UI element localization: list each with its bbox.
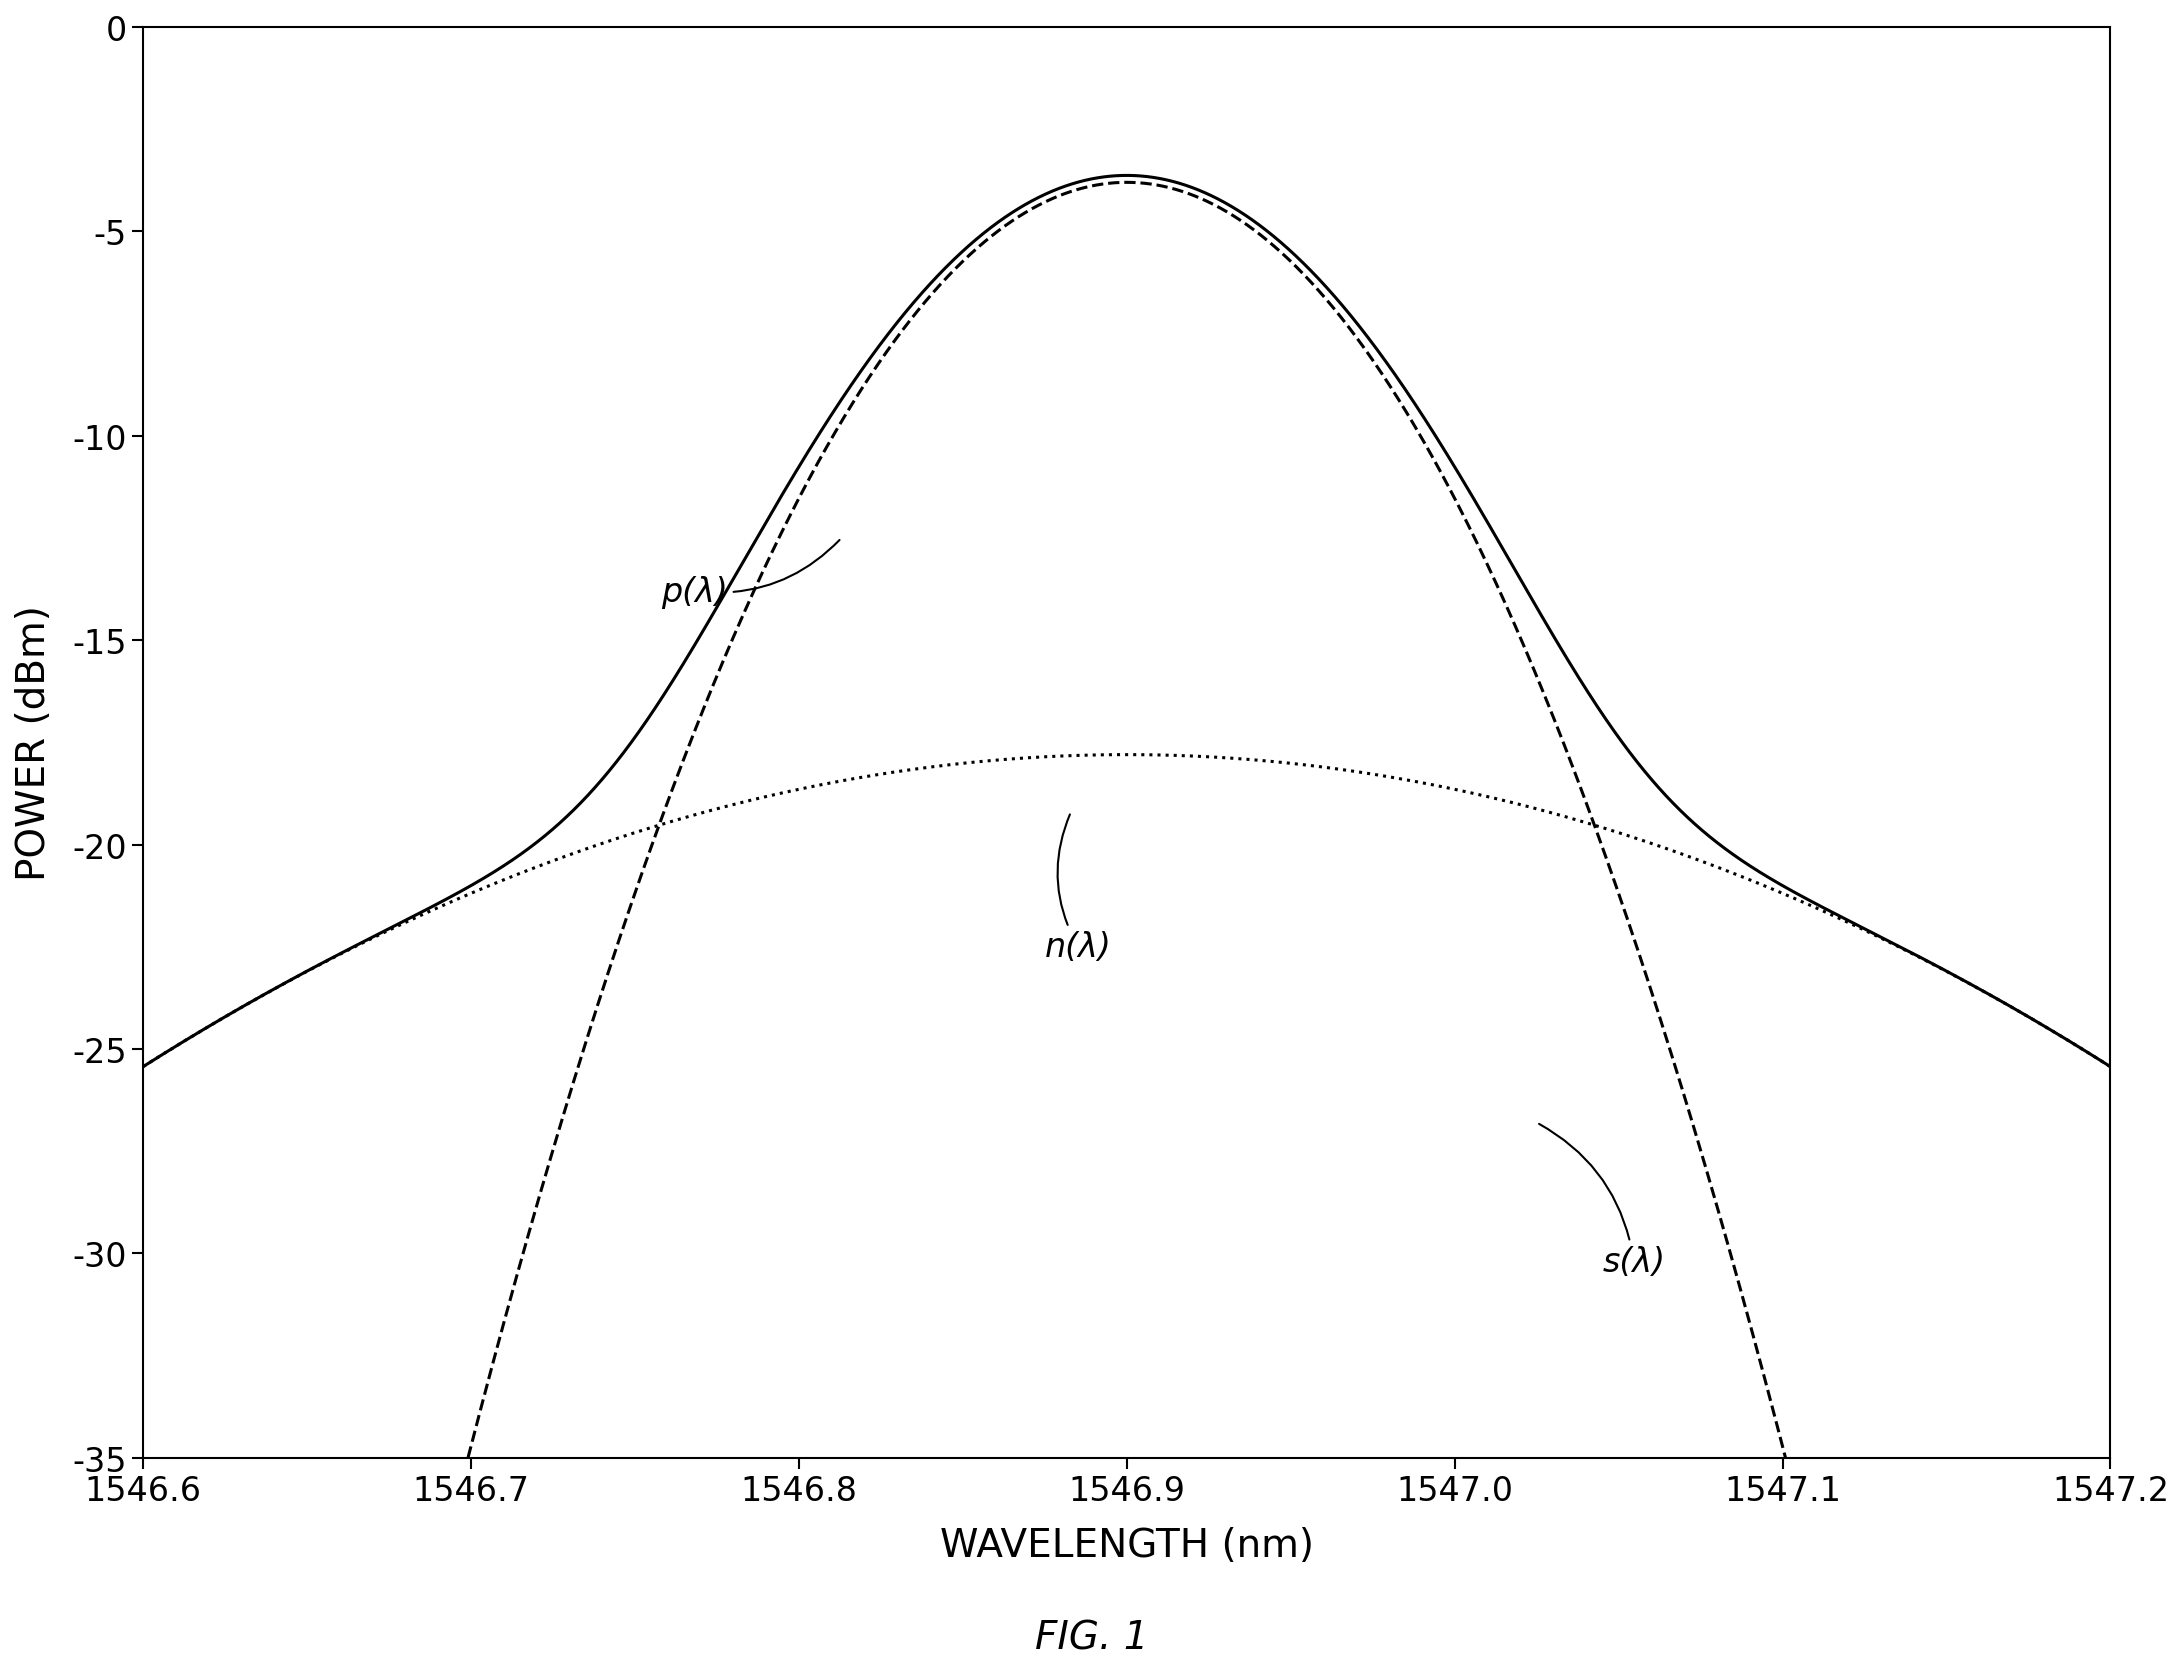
Y-axis label: POWER (dBm): POWER (dBm)	[15, 605, 52, 880]
Text: FIG. 1: FIG. 1	[1035, 1620, 1149, 1656]
Text: s(λ): s(λ)	[1540, 1124, 1666, 1278]
X-axis label: WAVELENGTH (nm): WAVELENGTH (nm)	[939, 1525, 1315, 1564]
Text: p(λ): p(λ)	[662, 541, 839, 608]
Text: n(λ): n(λ)	[1044, 815, 1112, 964]
